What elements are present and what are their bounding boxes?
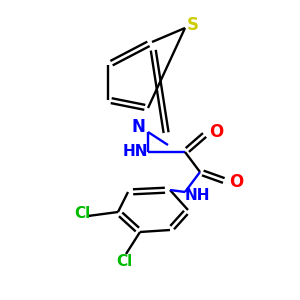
Text: N: N xyxy=(131,118,145,136)
Text: NH: NH xyxy=(184,188,210,202)
Text: Cl: Cl xyxy=(116,254,132,268)
Text: S: S xyxy=(187,16,199,34)
Text: O: O xyxy=(229,173,243,191)
Text: O: O xyxy=(209,123,223,141)
Text: Cl: Cl xyxy=(74,206,90,221)
Text: HN: HN xyxy=(122,143,148,158)
